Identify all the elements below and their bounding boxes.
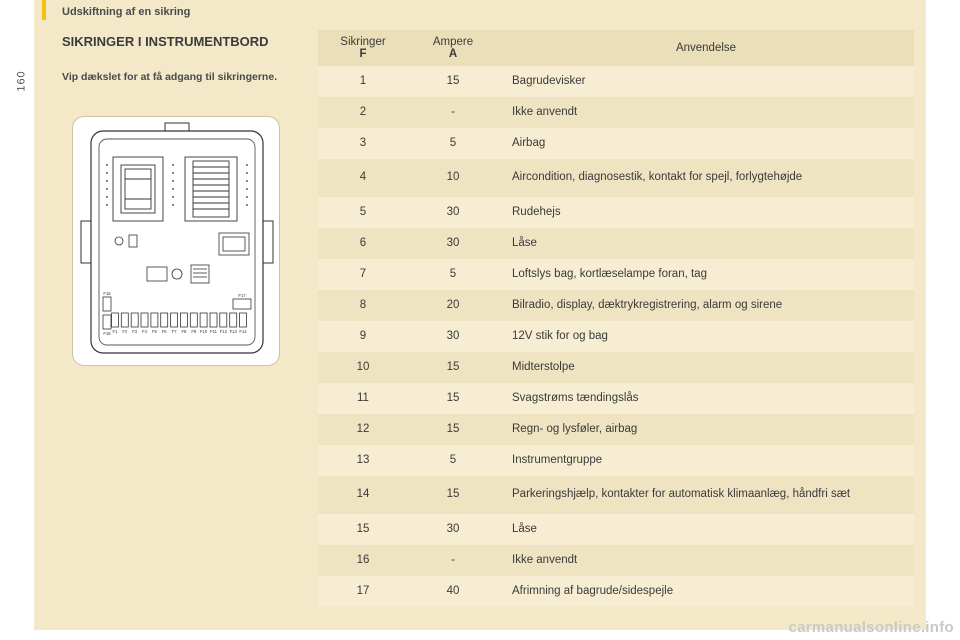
cell-fuse: 10 [318,352,408,383]
table-row: 16-Ikke anvendt [318,545,914,576]
table-row: 115Bagrudevisker [318,66,914,97]
table-row: 530Rudehejs [318,197,914,228]
table-row: 1415Parkeringshjælp, kontakter for autom… [318,476,914,514]
section-subheading: Vip dækslet for at få adgang til sikring… [62,70,292,84]
table-row: 1115Svagstrøms tændingslås [318,383,914,414]
table-row: 630Låse [318,228,914,259]
cell-use: Afrimning af bagrude/sidespejle [498,576,914,607]
cell-ampere: 10 [408,159,498,197]
cell-ampere: 15 [408,476,498,514]
cell-fuse: 13 [318,445,408,476]
cell-fuse: 3 [318,128,408,159]
cell-fuse: 15 [318,514,408,545]
table-row: 1215Regn- og lysføler, airbag [318,414,914,445]
page-number: 160 [16,70,28,91]
svg-text:F13: F13 [230,329,238,334]
fuse-table: Sikringer F Ampere A Anvendelse 115Bagru… [318,30,914,607]
table-row: 1530Låse [318,514,914,545]
cell-ampere: 15 [408,414,498,445]
table-row: 35Airbag [318,128,914,159]
table-row: 820Bilradio, display, dæktrykregistrerin… [318,290,914,321]
cell-ampere: 5 [408,259,498,290]
cell-use: Aircondition, diagnosestik, kontakt for … [498,159,914,197]
cell-fuse: 4 [318,159,408,197]
cell-fuse: 12 [318,414,408,445]
cell-fuse: 17 [318,576,408,607]
cell-fuse: 14 [318,476,408,514]
cell-ampere: - [408,97,498,128]
cell-fuse: 5 [318,197,408,228]
svg-text:F15: F15 [103,291,111,296]
table-row: 93012V stik for og bag [318,321,914,352]
svg-text:F7: F7 [172,329,178,334]
cell-ampere: 30 [408,321,498,352]
cell-use: Ikke anvendt [498,97,914,128]
table-header-row: Sikringer F Ampere A Anvendelse [318,30,914,66]
section-heading: SIKRINGER I INSTRUMENTBORD [62,34,282,50]
cell-use: Ikke anvendt [498,545,914,576]
cell-use: Regn- og lysføler, airbag [498,414,914,445]
cell-use: Rudehejs [498,197,914,228]
col-header-a: Ampere A [408,30,498,66]
cell-ampere: 15 [408,352,498,383]
table-row: 1015Midterstolpe [318,352,914,383]
cell-ampere: 40 [408,576,498,607]
svg-text:F9: F9 [191,329,197,334]
svg-text:F14: F14 [239,329,247,334]
cell-fuse: 7 [318,259,408,290]
cell-fuse: 8 [318,290,408,321]
cell-ampere: 30 [408,228,498,259]
fusebox-diagram: F1F2 F3 F4 F5 F6 F7F8 F9F10F11F12F13F14 F15 F1… [72,116,280,366]
cell-use: Låse [498,228,914,259]
cell-ampere: 30 [408,197,498,228]
cell-use: Loftslys bag, kortlæselampe foran, tag [498,259,914,290]
breadcrumb: Udskiftning af en sikring [62,6,190,18]
cell-use: Parkeringshjælp, kontakter for automatis… [498,476,914,514]
svg-text:F17: F17 [238,293,246,298]
cell-fuse: 16 [318,545,408,576]
svg-text:F3: F3 [132,329,138,334]
table-row: 75Loftslys bag, kortlæselampe foran, tag [318,259,914,290]
cell-ampere: 5 [408,445,498,476]
table-row: 2-Ikke anvendt [318,97,914,128]
cell-use: Airbag [498,128,914,159]
cell-use: Svagstrøms tændingslås [498,383,914,414]
table-row: 1740Afrimning af bagrude/sidespejle [318,576,914,607]
svg-text:F16: F16 [103,331,111,336]
cell-ampere: 20 [408,290,498,321]
cell-fuse: 6 [318,228,408,259]
col-header-use: Anvendelse [498,30,914,66]
cell-use: Låse [498,514,914,545]
cell-ampere: 5 [408,128,498,159]
svg-text:F8: F8 [181,329,187,334]
col-header-f: Sikringer F [318,30,408,66]
cell-use: 12V stik for og bag [498,321,914,352]
cell-ampere: 15 [408,66,498,97]
table-row: 410Aircondition, diagnosestik, kontakt f… [318,159,914,197]
accent-bar [42,0,46,20]
cell-use: Bagrudevisker [498,66,914,97]
cell-use: Instrumentgruppe [498,445,914,476]
svg-text:F6: F6 [162,329,168,334]
svg-text:F5: F5 [152,329,158,334]
cell-fuse: 2 [318,97,408,128]
cell-use: Midterstolpe [498,352,914,383]
svg-text:F12: F12 [220,329,228,334]
watermark: carmanualsonline.info [789,619,955,636]
cell-ampere: 15 [408,383,498,414]
cell-fuse: 11 [318,383,408,414]
svg-text:F11: F11 [210,329,218,334]
svg-text:F2: F2 [122,329,128,334]
cell-fuse: 1 [318,66,408,97]
table-row: 135Instrumentgruppe [318,445,914,476]
cell-ampere: 30 [408,514,498,545]
svg-text:F10: F10 [200,329,208,334]
cell-fuse: 9 [318,321,408,352]
svg-text:F4: F4 [142,329,148,334]
cell-ampere: - [408,545,498,576]
svg-text:F1: F1 [113,329,119,334]
cell-use: Bilradio, display, dæktrykregistrering, … [498,290,914,321]
